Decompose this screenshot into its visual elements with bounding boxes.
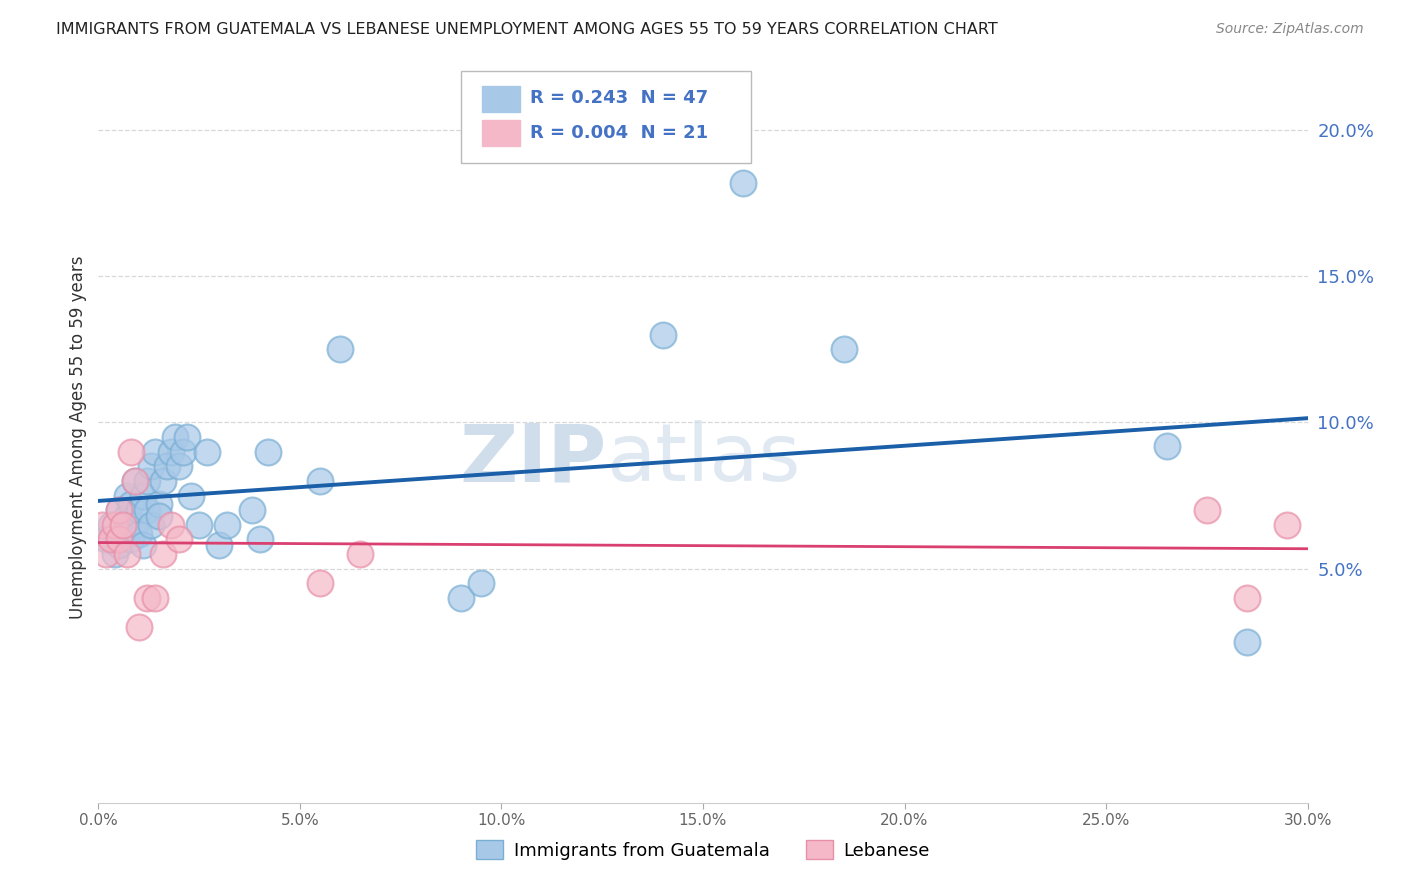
Point bbox=[115, 547, 138, 561]
Point bbox=[128, 620, 150, 634]
Point bbox=[135, 503, 157, 517]
Point bbox=[152, 474, 174, 488]
Point bbox=[115, 489, 138, 503]
Text: ZIP: ZIP bbox=[458, 420, 606, 498]
Point bbox=[107, 538, 129, 552]
Point bbox=[450, 591, 472, 605]
Bar bbox=[482, 120, 520, 146]
Point bbox=[195, 444, 218, 458]
Point bbox=[217, 517, 239, 532]
Point bbox=[180, 489, 202, 503]
Point bbox=[167, 533, 190, 547]
Point bbox=[349, 547, 371, 561]
Point bbox=[733, 176, 755, 190]
Point bbox=[176, 430, 198, 444]
Point bbox=[139, 459, 162, 474]
Point bbox=[115, 509, 138, 524]
Point bbox=[128, 526, 150, 541]
Point bbox=[100, 517, 122, 532]
Point bbox=[1156, 439, 1178, 453]
Point bbox=[139, 517, 162, 532]
Point bbox=[1236, 591, 1258, 605]
Point bbox=[651, 327, 673, 342]
Text: IMMIGRANTS FROM GUATEMALA VS LEBANESE UNEMPLOYMENT AMONG AGES 55 TO 59 YEARS COR: IMMIGRANTS FROM GUATEMALA VS LEBANESE UN… bbox=[56, 22, 998, 37]
Point bbox=[208, 538, 231, 552]
Point bbox=[96, 547, 118, 561]
Bar bbox=[482, 86, 520, 112]
Point bbox=[103, 517, 125, 532]
FancyBboxPatch shape bbox=[461, 71, 751, 163]
Point bbox=[107, 503, 129, 517]
Point bbox=[156, 459, 179, 474]
Point bbox=[167, 459, 190, 474]
Point bbox=[1277, 517, 1299, 532]
Point bbox=[256, 444, 278, 458]
Point bbox=[143, 444, 166, 458]
Point bbox=[143, 591, 166, 605]
Point bbox=[124, 474, 146, 488]
Point bbox=[1236, 635, 1258, 649]
Point bbox=[132, 538, 155, 552]
Point bbox=[107, 503, 129, 517]
Y-axis label: Unemployment Among Ages 55 to 59 years: Unemployment Among Ages 55 to 59 years bbox=[69, 255, 87, 619]
Point bbox=[100, 533, 122, 547]
Point bbox=[309, 576, 332, 591]
Point bbox=[152, 547, 174, 561]
Point bbox=[172, 444, 194, 458]
Text: R = 0.004  N = 21: R = 0.004 N = 21 bbox=[530, 124, 709, 142]
Point bbox=[91, 517, 114, 532]
Text: atlas: atlas bbox=[606, 420, 800, 498]
Point bbox=[148, 509, 170, 524]
Point bbox=[148, 497, 170, 511]
Point bbox=[1195, 503, 1218, 517]
Point bbox=[124, 474, 146, 488]
Point bbox=[120, 497, 142, 511]
Point bbox=[249, 533, 271, 547]
Point bbox=[329, 343, 352, 357]
Point bbox=[132, 489, 155, 503]
Point bbox=[163, 430, 186, 444]
Point bbox=[120, 533, 142, 547]
Point bbox=[111, 526, 134, 541]
Point bbox=[103, 547, 125, 561]
Point bbox=[128, 503, 150, 517]
Text: R = 0.243  N = 47: R = 0.243 N = 47 bbox=[530, 89, 709, 107]
Point bbox=[135, 591, 157, 605]
Point bbox=[160, 517, 183, 532]
Point bbox=[135, 474, 157, 488]
Point bbox=[832, 343, 855, 357]
Point bbox=[96, 533, 118, 547]
Point bbox=[470, 576, 492, 591]
Text: Source: ZipAtlas.com: Source: ZipAtlas.com bbox=[1216, 22, 1364, 37]
Point bbox=[309, 474, 332, 488]
Point bbox=[188, 517, 211, 532]
Point bbox=[107, 533, 129, 547]
Point bbox=[160, 444, 183, 458]
Point bbox=[124, 517, 146, 532]
Point bbox=[120, 444, 142, 458]
Legend: Immigrants from Guatemala, Lebanese: Immigrants from Guatemala, Lebanese bbox=[468, 833, 938, 867]
Point bbox=[111, 517, 134, 532]
Point bbox=[240, 503, 263, 517]
